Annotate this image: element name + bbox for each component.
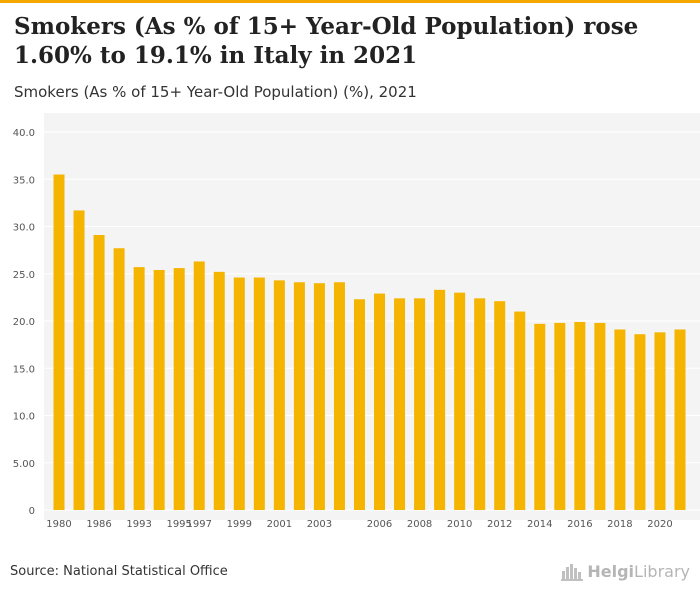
bar [634, 334, 646, 510]
bar [414, 298, 426, 510]
y-tick-label: 25.0 [13, 270, 35, 281]
bar [674, 329, 686, 510]
bar [253, 277, 265, 510]
bar [313, 283, 325, 510]
y-tick-label: 10.0 [13, 412, 35, 423]
y-tick-label: 0 [29, 506, 35, 517]
source-note: Source: National Statistical Office [10, 564, 228, 579]
plot-area [44, 113, 700, 520]
bar [654, 332, 666, 510]
x-tick-label: 2018 [607, 519, 632, 530]
bar [394, 298, 406, 510]
bar [494, 301, 506, 510]
bar [93, 235, 105, 510]
bar [434, 289, 446, 510]
y-tick-label: 15.0 [13, 364, 35, 375]
bar [594, 322, 606, 510]
top-accent-bar [0, 0, 700, 3]
x-tick-label: 1993 [126, 519, 151, 530]
bar [534, 323, 546, 510]
y-tick-label: 30.0 [13, 223, 35, 234]
bar [333, 282, 345, 510]
x-tick-label: 2016 [567, 519, 592, 530]
y-tick-label: 5.00 [13, 459, 35, 470]
y-tick-label: 40.0 [13, 128, 35, 139]
x-tick-label: 2010 [447, 519, 472, 530]
bar [193, 261, 205, 510]
x-tick-label: 2012 [487, 519, 512, 530]
y-tick-label: 35.0 [13, 175, 35, 186]
bar [233, 277, 245, 510]
bar [514, 311, 526, 510]
bar [113, 248, 125, 511]
bar [574, 321, 586, 510]
bar [153, 269, 165, 510]
logo-name-bold: Helgi [587, 562, 635, 581]
x-tick-label: 1980 [46, 519, 71, 530]
logo-name-rest: Library [634, 562, 690, 581]
x-tick-label: 2008 [407, 519, 432, 530]
bar [73, 210, 85, 510]
bar [614, 329, 626, 510]
x-tick-label: 2020 [647, 519, 672, 530]
x-tick-label: 2014 [527, 519, 552, 530]
x-tick-label: 2003 [307, 519, 332, 530]
chart-title: Smokers (As % of 15+ Year-Old Population… [14, 13, 639, 69]
y-tick-label: 20.0 [13, 317, 35, 328]
city-skyline-icon [561, 563, 584, 581]
bar [374, 293, 386, 510]
bar [554, 322, 566, 510]
bar [353, 299, 365, 510]
chart-subtitle: Smokers (As % of 15+ Year-Old Population… [14, 83, 417, 101]
x-tick-label: 1999 [227, 519, 252, 530]
bar [133, 267, 145, 510]
x-tick-label: 1995 [166, 519, 191, 530]
helgi-library-logo: HelgiLibrary [561, 562, 690, 581]
bar [273, 280, 285, 510]
bar [293, 282, 305, 510]
bar [454, 292, 466, 510]
bar [173, 268, 185, 510]
x-tick-label: 2006 [367, 519, 392, 530]
x-tick-label: 1986 [86, 519, 111, 530]
bar [474, 298, 486, 510]
x-tick-label: 2001 [267, 519, 292, 530]
bar [213, 271, 225, 510]
x-tick-label: 1997 [186, 519, 211, 530]
bar [53, 174, 65, 510]
